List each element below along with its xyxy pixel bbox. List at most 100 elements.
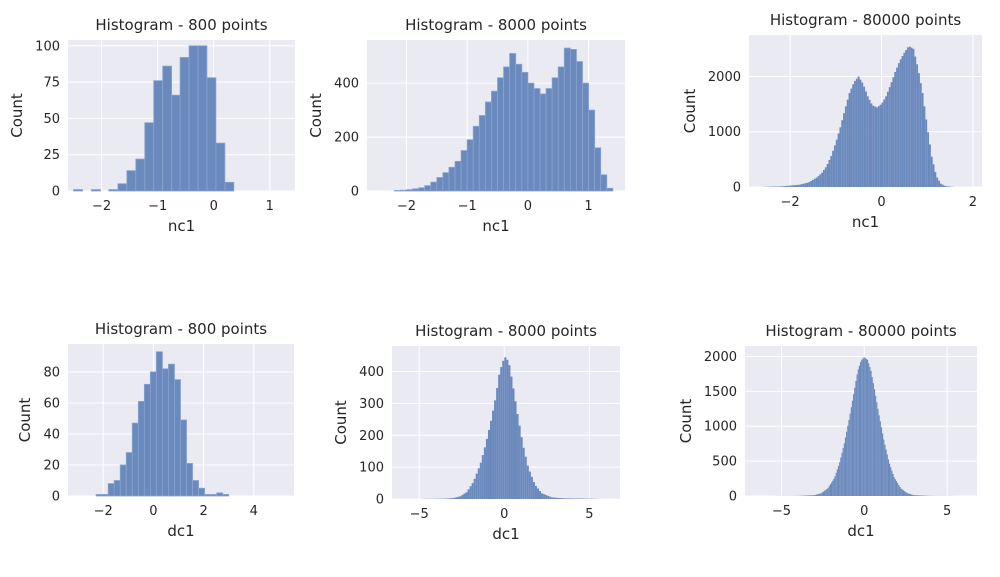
chart-title: Histogram - 800 points <box>95 320 267 338</box>
histogram-bar <box>454 160 462 192</box>
histogram-bar <box>527 82 535 192</box>
histogram-bar <box>875 395 877 496</box>
histogram-bar <box>883 439 885 496</box>
histogram-bar <box>894 479 896 496</box>
histogram-bar <box>905 492 907 496</box>
histogram-bar <box>843 113 845 187</box>
histogram-bar <box>828 160 831 187</box>
histogram-bar <box>876 107 878 187</box>
histogram-bar <box>832 150 834 187</box>
histogram-bar <box>888 87 891 187</box>
y-tick-label: 60 <box>43 396 60 411</box>
histogram-bar <box>912 494 914 496</box>
histogram-bar <box>153 80 164 192</box>
histogram-bar <box>149 371 157 497</box>
histogram-bar <box>872 105 875 187</box>
x-axis-label: dc1 <box>492 525 519 543</box>
histogram-bar <box>861 82 864 187</box>
histogram-bar <box>865 358 867 496</box>
histogram-bar <box>813 495 815 496</box>
histogram-bar <box>868 363 870 496</box>
histogram-bar <box>894 72 897 187</box>
histogram-bar <box>815 177 818 187</box>
histogram-bar <box>412 188 420 192</box>
histogram-bar <box>919 83 922 187</box>
x-tick-label: 0 <box>877 195 885 210</box>
histogram-bar <box>180 419 187 497</box>
chart-title: Histogram - 800 points <box>95 16 267 34</box>
histogram-bar <box>916 495 919 496</box>
histogram-bar <box>911 494 913 496</box>
histogram-bar <box>811 495 813 496</box>
histogram-bar <box>512 388 515 499</box>
histogram-bar <box>472 125 480 192</box>
histogram-bar <box>524 456 527 499</box>
histogram-bar <box>451 498 454 499</box>
chart-title: Histogram - 8000 points <box>415 322 597 340</box>
y-tick-label: 200 <box>359 429 384 444</box>
histogram-bar <box>520 437 523 499</box>
histogram-bar <box>804 183 807 187</box>
histogram-bar <box>841 452 843 496</box>
x-axis-label: nc1 <box>482 217 509 235</box>
histogram-bar <box>806 495 808 496</box>
histogram-bar <box>222 494 230 497</box>
histogram-bar <box>784 186 787 187</box>
histogram-bar <box>536 488 540 499</box>
histogram-bar <box>856 374 858 496</box>
x-tick-label: −2 <box>397 199 416 214</box>
histogram-bar <box>483 447 486 499</box>
histogram-bar <box>918 73 920 187</box>
histogram-bar <box>869 367 871 496</box>
x-tick-label: −5 <box>772 504 791 519</box>
y-tick-label: 0 <box>351 185 359 200</box>
histogram-bar <box>843 443 845 496</box>
histogram-bar <box>826 164 829 187</box>
histogram-bar <box>557 66 565 192</box>
histogram-bar <box>455 497 458 499</box>
histogram-bar <box>916 64 919 187</box>
histogram-bar <box>876 402 878 496</box>
histogram-bar <box>801 184 803 187</box>
histogram-bar <box>886 454 888 496</box>
y-tick-label: 2000 <box>708 70 741 85</box>
chart-title: Histogram - 80000 points <box>770 11 962 29</box>
y-tick-label: 2000 <box>704 350 737 365</box>
histogram-bar <box>906 492 908 496</box>
histogram-bar <box>424 185 432 192</box>
histogram-bar <box>521 71 529 192</box>
histogram-bar <box>852 84 855 187</box>
histogram-bars <box>73 45 235 192</box>
histogram-bar <box>863 357 865 496</box>
histogram-bar <box>545 88 553 192</box>
histogram-bar <box>830 156 833 187</box>
histogram-bar <box>819 493 821 496</box>
histogram-bar <box>936 177 939 187</box>
histogram-bar <box>509 53 517 192</box>
histogram-bar <box>393 190 401 192</box>
x-axis-label: nc1 <box>852 213 879 231</box>
histogram-bar <box>188 45 199 192</box>
histogram-bar <box>481 455 484 499</box>
histogram-bar <box>844 437 847 496</box>
histogram-bar <box>851 400 854 496</box>
histogram-bar <box>216 492 224 497</box>
histogram-bar <box>545 495 548 499</box>
x-tick-label: −2 <box>94 504 113 519</box>
x-tick-label: −5 <box>410 507 429 522</box>
histogram-bar <box>890 82 893 187</box>
histogram-bar <box>914 56 917 187</box>
histogram-bar <box>934 172 937 187</box>
x-tick-label: 4 <box>250 504 258 519</box>
histogram-bar <box>460 150 468 192</box>
histogram-bar <box>559 498 562 499</box>
histogram-bar <box>821 492 823 496</box>
histogram-bar <box>563 498 566 499</box>
x-tick-label: −1 <box>148 199 167 214</box>
histogram-bar <box>938 180 940 187</box>
histogram-bar <box>945 186 948 187</box>
histogram-bar <box>879 104 882 187</box>
histogram-bar <box>528 471 531 499</box>
